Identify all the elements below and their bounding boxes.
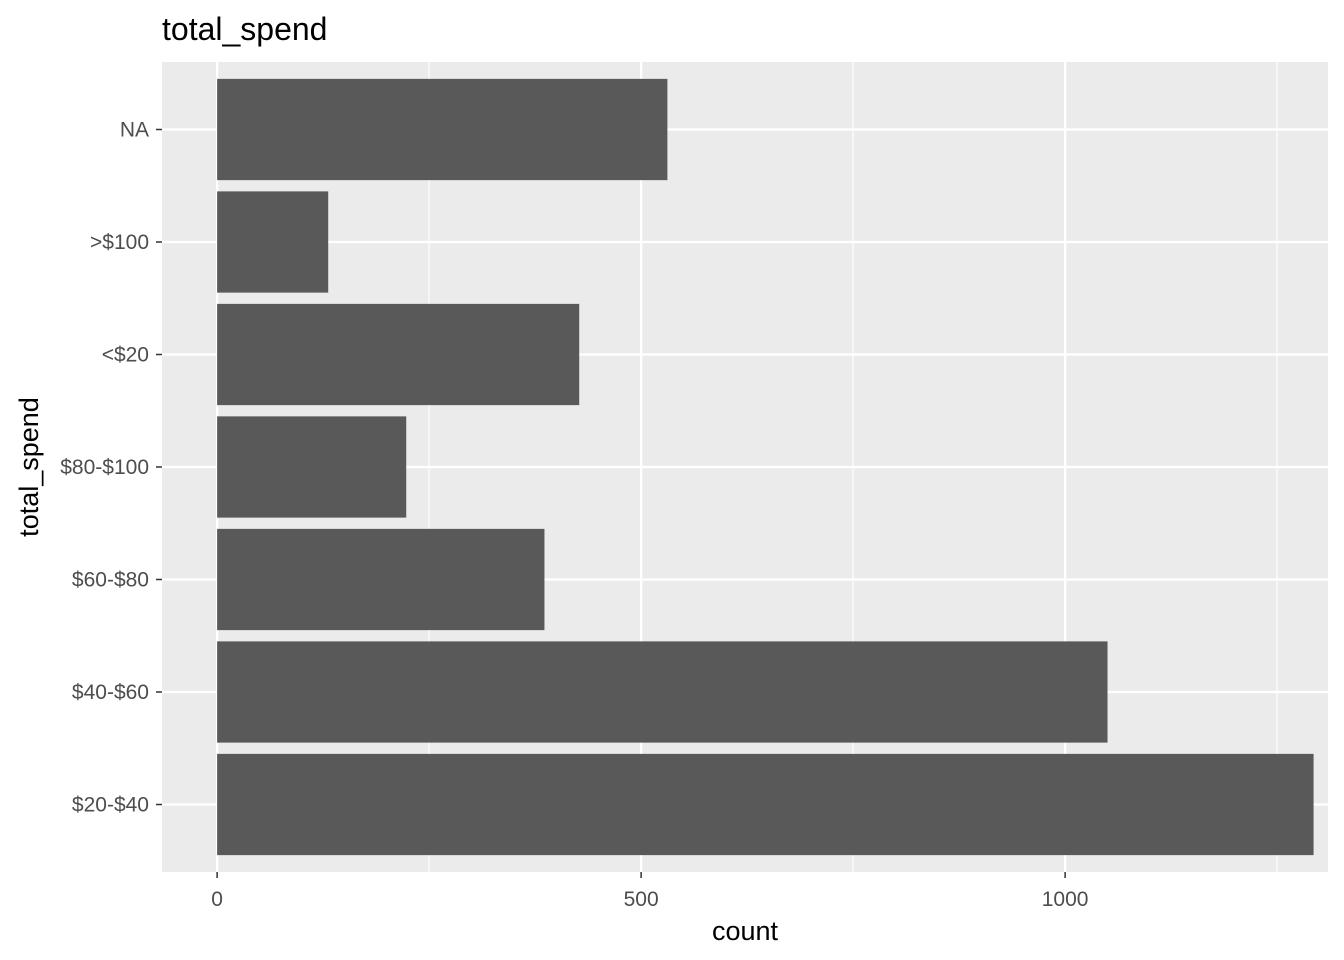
y-tick-label: $80-$100 [60, 456, 149, 479]
x-tick-label: 0 [211, 888, 223, 911]
bar [217, 641, 1108, 743]
y-tick-label: $20-$40 [72, 794, 149, 817]
y-tick-label: >$100 [90, 231, 149, 254]
y-tick-label: <$20 [102, 344, 149, 367]
bars [217, 78, 1314, 856]
axes: 0 500 1000 $20-$40 $40-$60 $60-$80 $80-$100 <$2… [60, 119, 1088, 912]
bar [217, 191, 329, 293]
bar [217, 528, 545, 631]
y-tick-label: $40-$60 [72, 681, 149, 704]
chart-title: total_spend [162, 11, 327, 47]
x-axis-title: count [712, 916, 779, 946]
x-tick-label: 1000 [1042, 888, 1089, 911]
y-tick-label: NA [120, 119, 149, 142]
bar [217, 753, 1314, 856]
x-tick-label: 500 [624, 888, 659, 911]
bar [217, 416, 407, 518]
y-tick-label: $60-$80 [72, 569, 149, 592]
bar [217, 303, 580, 406]
bar [217, 78, 668, 181]
y-axis-title: total_spend [14, 397, 44, 537]
